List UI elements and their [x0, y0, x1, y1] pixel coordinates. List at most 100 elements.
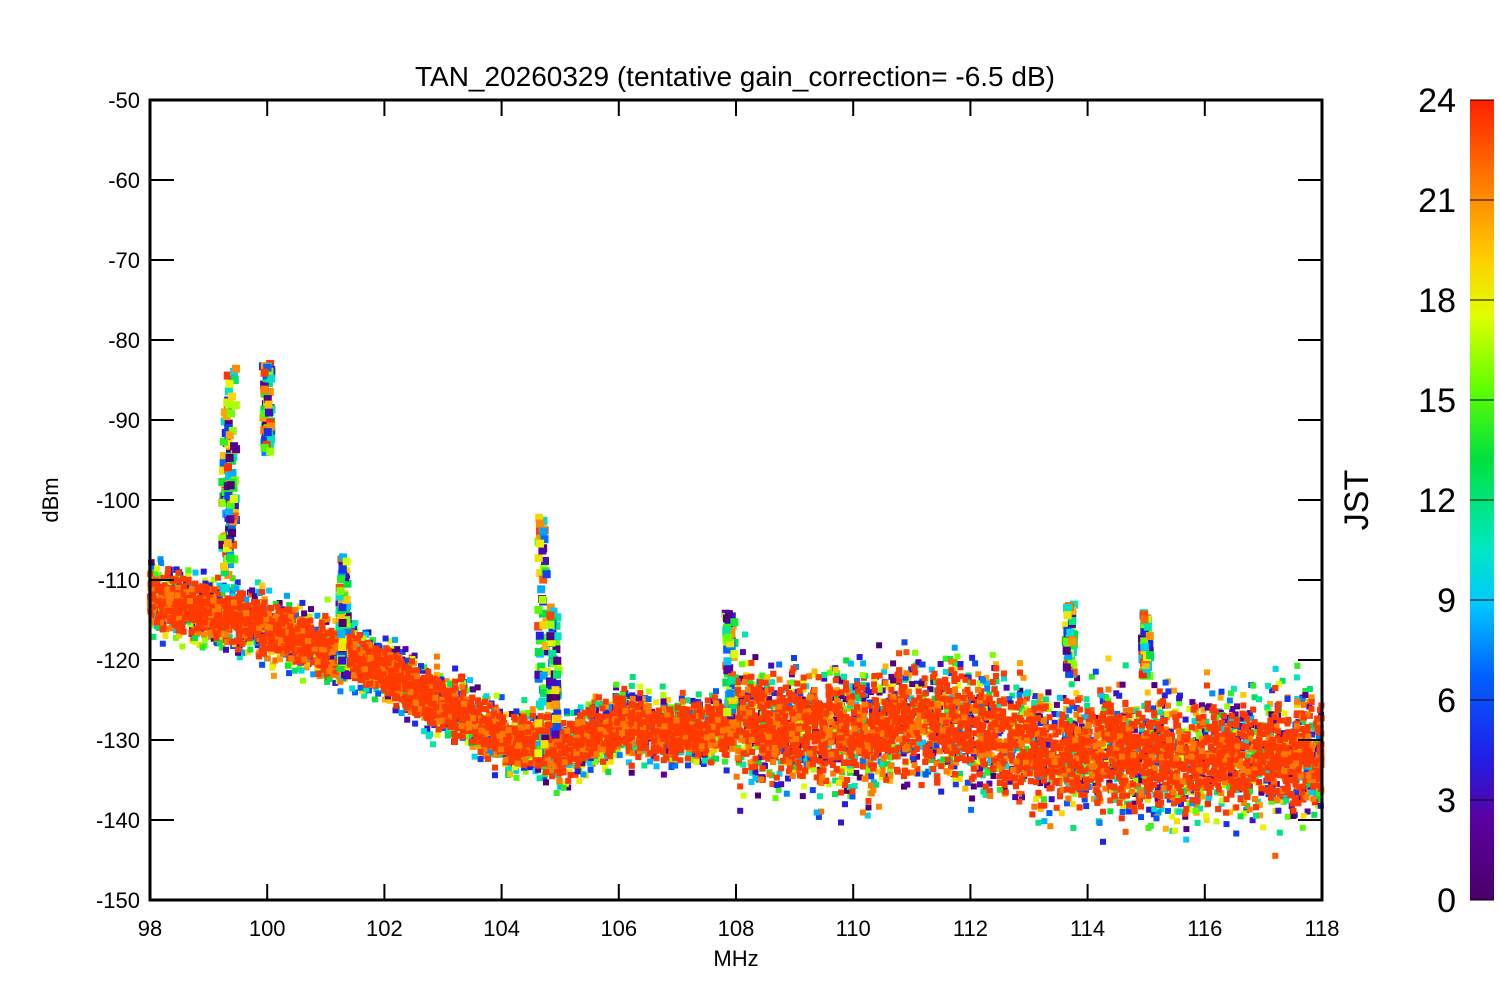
scatter-point [579, 760, 586, 767]
scatter-point [216, 639, 223, 646]
scatter-point [672, 762, 679, 769]
scatter-point [616, 752, 623, 759]
scatter-point [901, 639, 908, 646]
scatter-point [1116, 799, 1123, 806]
scatter-point [729, 683, 735, 689]
scatter-point [908, 695, 915, 702]
scatter-point [444, 727, 451, 734]
scatter-point [1227, 690, 1234, 697]
scatter-point [1116, 692, 1123, 699]
scatter-point [1207, 783, 1214, 790]
scatter-point [1204, 669, 1210, 676]
scatter-point [1176, 700, 1183, 707]
scatter-point [162, 633, 169, 639]
scatter-point [860, 695, 867, 702]
scatter-point [602, 709, 609, 716]
scatter-point [444, 732, 451, 739]
scatter-point [625, 759, 632, 766]
scatter-point [1001, 696, 1007, 703]
scatter-point [748, 779, 755, 785]
scatter-point [1001, 675, 1007, 682]
scatter-point [1308, 694, 1315, 701]
scatter-point [1131, 808, 1138, 815]
scatter-point [1013, 684, 1020, 691]
scatter-point [471, 753, 478, 760]
scatter-point [1183, 836, 1190, 843]
scatter-point [464, 739, 471, 746]
scatter-point [357, 684, 364, 691]
scatter-point [846, 784, 853, 790]
scatter-point [740, 792, 747, 799]
scatter-point [1264, 704, 1271, 711]
scatter-point [434, 731, 441, 738]
scatter-point [995, 730, 1002, 737]
scatter-point [1155, 769, 1162, 776]
scatter-point [1122, 662, 1129, 669]
scatter-point [878, 774, 885, 781]
scatter-point [986, 780, 993, 787]
scatter-point [914, 770, 921, 777]
scatter-point [1206, 703, 1213, 710]
scatter-point [591, 699, 598, 706]
scatter-point [948, 658, 955, 665]
scatter-point [1025, 689, 1031, 696]
scatter-point [266, 587, 273, 594]
scatter-point [849, 793, 856, 800]
scatter-point [826, 669, 833, 676]
scatter-point [387, 637, 394, 644]
scatter-point [832, 777, 839, 784]
scatter-point [1016, 790, 1023, 797]
scatter-point [811, 671, 818, 678]
scatter-point [505, 765, 512, 772]
scatter-point [797, 692, 804, 699]
scatter-point [768, 662, 775, 669]
scatter-point [596, 751, 603, 758]
scatter-point [1284, 696, 1291, 702]
scatter-point [809, 787, 816, 794]
scatter-point [952, 661, 959, 668]
scatter-point [1248, 714, 1255, 721]
scatter-point [1162, 825, 1169, 832]
scatter-point [572, 771, 579, 778]
scatter-point [1281, 710, 1288, 717]
scatter-point [1017, 687, 1024, 694]
scatter-point [1219, 797, 1226, 804]
scatter-point [156, 625, 163, 631]
scatter-point [921, 682, 928, 689]
scatter-point [917, 743, 924, 750]
scatter-point [799, 793, 806, 800]
scatter-point [947, 763, 954, 770]
scatter-point [851, 783, 858, 789]
scatter-point [574, 768, 581, 775]
scatter-point [1029, 811, 1036, 818]
scatter-point [1205, 795, 1212, 801]
scatter-point [769, 679, 776, 686]
scatter-point [1268, 798, 1275, 805]
scatter-point [936, 759, 943, 765]
scatter-point [743, 690, 750, 697]
scatter-point [737, 807, 744, 814]
scatter-point [407, 709, 414, 715]
scatter-point [536, 775, 543, 782]
scatter-point [159, 640, 166, 647]
scatter-point [1030, 735, 1037, 742]
scatter-point [1009, 692, 1016, 699]
scatter-point [286, 602, 293, 609]
scatter-point [842, 801, 848, 808]
scatter-point [1084, 703, 1091, 709]
scatter-point [254, 579, 261, 586]
scatter-point [577, 704, 584, 711]
scatter-point [1107, 808, 1114, 815]
scatter-point [1030, 766, 1037, 773]
scatter-point [1045, 689, 1052, 696]
scatter-point [833, 670, 840, 677]
scatter-point [1031, 699, 1038, 706]
scatter-point [1030, 712, 1037, 719]
scatter-point [1126, 808, 1132, 815]
scatter-point [1141, 774, 1148, 781]
scatter-point [815, 813, 822, 820]
scatter-point [1135, 773, 1142, 779]
scatter-point [1103, 694, 1109, 701]
scatter-point [1131, 800, 1138, 807]
scatter-point [1031, 803, 1038, 810]
